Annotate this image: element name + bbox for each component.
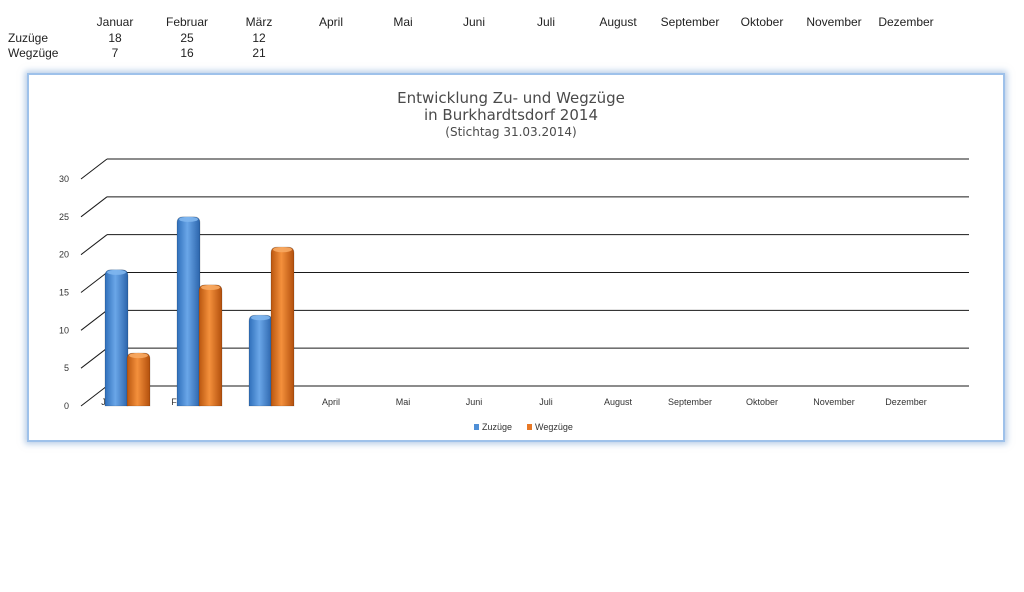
- table-cell: 25: [180, 31, 194, 45]
- table-header-cell: Dezember: [878, 15, 934, 29]
- bar-top: [201, 284, 220, 291]
- table-header-cell: September: [660, 15, 720, 29]
- bar-wegzuege: [126, 352, 151, 407]
- bar-body: [248, 314, 273, 407]
- x-tick-label: September: [668, 397, 712, 407]
- table-cell: 12: [252, 31, 266, 45]
- table-row-label: Zuzüge: [8, 31, 49, 45]
- gridline-depth: [80, 272, 108, 293]
- legend-label: Zuzüge: [482, 422, 512, 432]
- gridline-depth: [80, 309, 108, 331]
- y-tick-label: 30: [59, 174, 69, 184]
- table-header-cell: Oktober: [740, 15, 784, 29]
- bar-top: [107, 269, 126, 275]
- chart-subtitle: in Burkhardtsdorf 2014: [424, 106, 598, 124]
- bar-zuzuege: [176, 216, 201, 407]
- gridline-depth: [80, 158, 108, 180]
- x-tick-label: Juli: [539, 397, 553, 407]
- table-cell: 21: [252, 46, 266, 60]
- gridline-depth: [80, 196, 108, 218]
- bar-zuzuege: [248, 314, 273, 407]
- bar-body: [176, 216, 201, 407]
- y-tick-label: 0: [64, 401, 69, 411]
- x-tick-label: Mai: [396, 397, 411, 407]
- bar-top: [179, 216, 198, 222]
- bar-wegzuege: [198, 284, 223, 407]
- y-tick-label: 20: [59, 250, 69, 260]
- legend-swatch: [474, 424, 479, 430]
- gridline-depth: [80, 234, 108, 256]
- table-row-label: Wegzüge: [8, 46, 59, 60]
- bar-top: [251, 315, 270, 321]
- x-tick-label: Oktober: [746, 397, 778, 407]
- table-header-cell: August: [599, 15, 637, 29]
- legend-label: Wegzüge: [535, 422, 573, 432]
- y-tick-label: 10: [59, 325, 69, 335]
- chart: Entwicklung Zu- und Wegzüge in Burkhardt…: [59, 89, 969, 432]
- x-tick-label: November: [813, 397, 855, 407]
- table-header-cell: Juni: [462, 15, 485, 29]
- y-axis-ticks: 0 5 10 15 20 25 30: [59, 174, 69, 411]
- y-tick-label: 5: [64, 363, 69, 373]
- x-tick-label: April: [322, 397, 340, 407]
- table-header-cell: Januar: [96, 15, 134, 29]
- x-tick-label: Dezember: [885, 397, 927, 407]
- table-header-cell: Februar: [165, 15, 209, 29]
- chart-subtitle-date: (Stichtag 31.03.2014): [445, 125, 576, 139]
- bar-body: [198, 284, 223, 407]
- x-tick-label: August: [604, 397, 633, 407]
- chart-title: Entwicklung Zu- und Wegzüge: [397, 89, 625, 107]
- bar-zuzuege: [104, 269, 129, 407]
- x-axis-ticks: JanuarFebruarMärzAprilMaiJuniJuliAugustS…: [101, 397, 927, 407]
- table-cell: 16: [180, 46, 194, 60]
- table-header-cell: November: [806, 15, 862, 29]
- table-header-cell: März: [245, 15, 273, 29]
- legend: Zuzüge Wegzüge: [474, 422, 573, 432]
- chart-frame: Entwicklung Zu- und Wegzüge in Burkhardt…: [27, 73, 1005, 442]
- table-header-cell: April: [318, 15, 343, 29]
- bar-top: [273, 247, 292, 253]
- bar-body: [270, 246, 295, 407]
- data-table: Januar Februar März April Mai Juni Juli August S…: [0, 0, 1024, 64]
- bar-top: [129, 352, 148, 359]
- x-tick-label: Juni: [466, 397, 483, 407]
- legend-swatch: [527, 424, 532, 430]
- gridline-depth: [80, 347, 108, 369]
- gridline-depth: [80, 385, 108, 407]
- bar-body: [104, 269, 129, 407]
- bar-body: [126, 352, 151, 407]
- bars: [104, 216, 295, 407]
- y-tick-label: 15: [59, 288, 69, 298]
- table-cell: 7: [111, 46, 119, 60]
- bar-wegzuege: [270, 246, 295, 407]
- y-tick-label: 25: [59, 212, 69, 222]
- table-header-cell: Juli: [536, 15, 555, 29]
- table-cell: 18: [108, 31, 122, 45]
- table-header-cell: Mai: [393, 15, 413, 29]
